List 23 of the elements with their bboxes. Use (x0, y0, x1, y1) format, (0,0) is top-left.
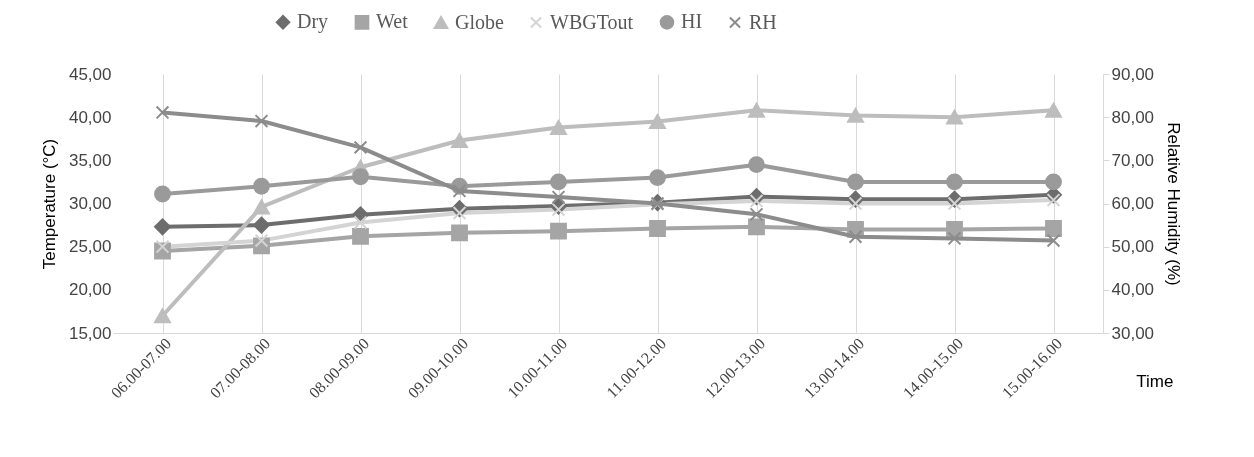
y-axis-title: Temperature (°C) (39, 138, 59, 270)
legend-label: HI (681, 10, 703, 33)
legend-label: RH (749, 10, 777, 33)
legend-label: Dry (297, 10, 329, 34)
y-tick-label: 35,00 (68, 150, 112, 170)
y-tick-label: 40,00 (68, 107, 112, 127)
y2-tick-label: 30,00 (1111, 323, 1155, 343)
y-tick-label: 45,00 (68, 64, 112, 84)
y2-tick-label: 70,00 (1111, 150, 1155, 170)
x-axis-title: Time (1136, 371, 1174, 391)
y-tick-label: 30,00 (68, 194, 112, 213)
legend-label: Globe (455, 10, 504, 33)
y-tick-label: 25,00 (68, 237, 112, 257)
legend-label: Wet (376, 10, 409, 33)
y-tick-label: 15,00 (68, 323, 112, 343)
y2-tick-label: 50,00 (1111, 237, 1155, 257)
y2-tick-label: 80,00 (1111, 107, 1155, 127)
y2-tick-label: 40,00 (1111, 280, 1155, 300)
y-tick-label: 20,00 (68, 280, 112, 300)
legend-label: WBGTout (550, 10, 634, 33)
y2-tick-label: 90,00 (1111, 64, 1155, 84)
y2-axis-title: Relative Humidity (%) (1164, 122, 1184, 286)
y2-tick-label: 60,00 (1111, 194, 1155, 213)
